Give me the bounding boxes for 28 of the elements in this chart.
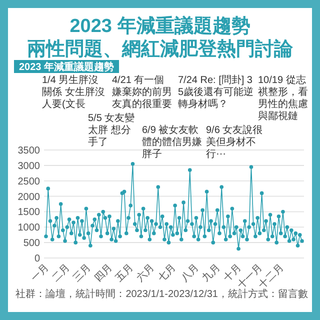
y-tick-label: 2500 [18, 176, 40, 188]
annotation: 6/9 被女友軟體的體信男嫌胖子 [142, 124, 202, 160]
y-tick-label: 3500 [18, 146, 40, 156]
annotation: 9/6 女友說很美但身材不行⋯ [206, 124, 263, 160]
x-tick-label: 一月 [29, 262, 52, 284]
y-tick-label: 1500 [18, 207, 40, 218]
chart-title: 2023 年減重議題趨勢 [70, 15, 250, 37]
text: 10/19 從志祺整形，看男性的焦慮與鄙視鏈 [258, 74, 308, 122]
text: 7/24 Re: [問卦] 35歲後還有可能逆轉身材嗎？ [178, 74, 254, 110]
text: 1/4 男生胖沒關係 女生胖沒人要(文長 [42, 74, 105, 110]
x-tick-label: 二月 [50, 262, 72, 284]
y-tick-label: 1000 [18, 222, 40, 234]
text: 4/21 有一個嫌棄妳的前男友真的很重要 [112, 74, 172, 110]
text: 2023 年減重議題趨勢 [19, 61, 114, 73]
x-tick-label: 四月 [92, 262, 115, 284]
x-tick-label: 六月 [134, 262, 157, 284]
y-tick-label: 500 [23, 238, 40, 250]
chart-subtitle: 兩性問題、網紅減肥登熱門討論 [27, 38, 294, 60]
x-tick-label: 八月 [179, 262, 202, 284]
x-tick-label: 九月 [200, 262, 222, 284]
y-tick-label: 2000 [18, 192, 40, 203]
text: 社群：論壇，統計時間：2023/1/1-2023/12/31，統計方式：留言數 [16, 288, 308, 300]
text: 5/5 女友變太胖 想分手了 [88, 112, 135, 148]
y-tick-label: 0 [34, 254, 40, 264]
y-tick-label: 3000 [18, 160, 40, 172]
x-tick-label: 三月 [72, 262, 94, 284]
x-tick-label: 七月 [155, 262, 178, 284]
x-tick-label: 五月 [114, 262, 136, 284]
